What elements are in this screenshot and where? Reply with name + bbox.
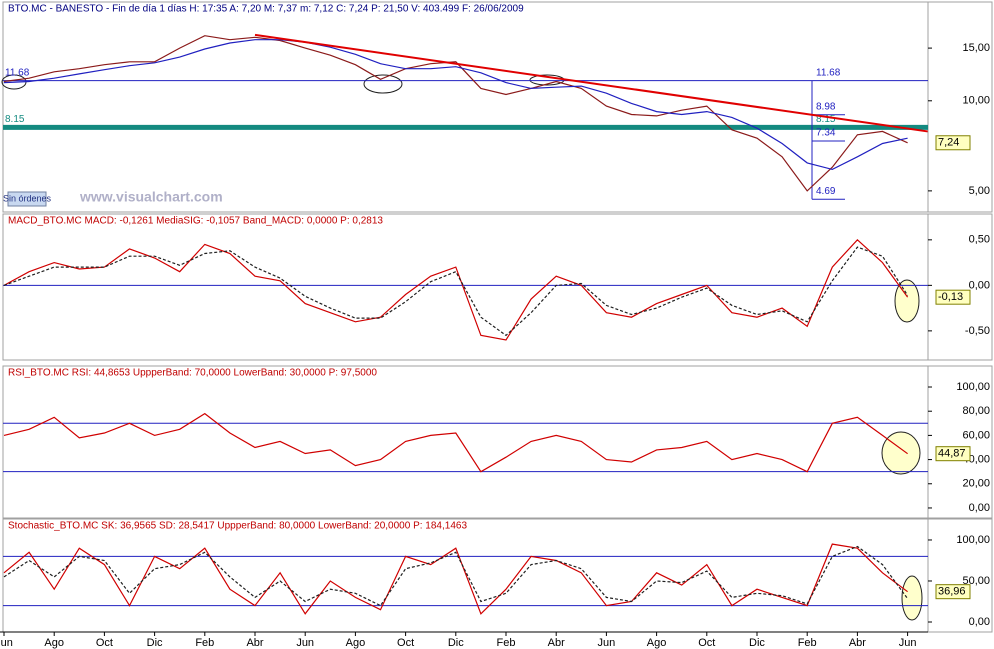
y-tick-label: 100,00	[956, 381, 990, 393]
axis-panel	[927, 213, 993, 361]
level-label-left: 11.68	[5, 67, 30, 78]
ellipse	[894, 279, 920, 323]
x-tick-label: Dic	[147, 637, 163, 649]
current-value-label: 36,96	[938, 586, 966, 598]
x-tick-label: Ago	[647, 637, 667, 649]
series-line	[3, 412, 908, 473]
x-tick-label: Ago	[346, 637, 366, 649]
y-tick-label: -0,50	[965, 325, 990, 337]
y-tick-label: 0,00	[969, 502, 990, 514]
x-tick-label: Jun	[899, 637, 917, 649]
current-value-label: 44,87	[938, 448, 966, 460]
current-value-label: 7,24	[938, 137, 959, 149]
level-label: 4.69	[816, 186, 836, 197]
y-tick-label: 0,00	[969, 279, 990, 291]
y-tick-label: 80,00	[962, 405, 990, 417]
series-line	[3, 35, 908, 192]
series-line	[3, 543, 908, 615]
y-tick-label: 0,00	[969, 616, 990, 628]
y-tick-label: 50,00	[962, 575, 990, 587]
current-value-box	[935, 446, 971, 462]
series-line	[3, 246, 909, 337]
current-value-box	[935, 135, 971, 151]
x-tick-label: Jun	[0, 637, 13, 649]
series-line	[3, 39, 908, 171]
panel-title: RSI_BTO.MC RSI: 44,8653 UppperBand: 70,0…	[8, 368, 377, 379]
current-value-box	[935, 584, 971, 600]
x-tick-label: Oct	[698, 637, 715, 649]
y-tick-label: 0,50	[969, 234, 990, 246]
x-tick-label: Abr	[548, 637, 565, 649]
series-line	[3, 238, 909, 341]
panel	[2, 213, 929, 361]
annotations	[1, 74, 923, 621]
x-tick-label: Ago	[44, 637, 64, 649]
x-tick-label: Feb	[497, 637, 516, 649]
series-line	[3, 545, 909, 607]
status-label[interactable]: Sin órdenes	[3, 193, 52, 203]
trend-line	[254, 33, 928, 133]
level-label: 8.15	[816, 114, 836, 125]
level-label: 8.98	[816, 101, 836, 112]
x-tick-label: Feb	[195, 637, 214, 649]
x-tick-label: Dic	[448, 637, 464, 649]
panel	[2, 365, 929, 519]
panel-title: MACD_BTO.MC MACD: -0,1261 MediaSIG: -0,1…	[8, 216, 383, 227]
ellipse	[901, 575, 923, 621]
level-label-left: 8.15	[5, 114, 25, 125]
x-tick-label: Oct	[96, 637, 113, 649]
y-tick-label: 20,00	[962, 478, 990, 490]
current-value-label: -0,13	[938, 291, 963, 303]
y-tick-label: 10,00	[962, 95, 990, 107]
x-tick-label: Feb	[798, 637, 817, 649]
watermark: www.visualchart.com	[79, 189, 223, 205]
axis-panel	[927, 365, 993, 519]
x-tick-label: Jun	[598, 637, 616, 649]
axis-panel	[927, 1, 993, 213]
y-tick-label: 60,00	[962, 429, 990, 441]
x-tick-label: Abr	[246, 637, 263, 649]
panel	[2, 1, 929, 213]
x-tick-label: Jun	[296, 637, 314, 649]
y-tick-label: 5,00	[969, 185, 990, 197]
ellipse	[881, 431, 921, 475]
panel	[2, 518, 929, 633]
level-label: 7.34	[816, 128, 836, 139]
ellipse	[363, 74, 403, 94]
level-label: 11.68	[816, 67, 841, 78]
status-button[interactable]	[7, 191, 47, 207]
frames	[2, 1, 993, 633]
axis-panel	[927, 518, 993, 633]
current-value-box	[935, 289, 971, 305]
x-tick-label: Dic	[749, 637, 765, 649]
y-tick-label: 100,00	[956, 534, 990, 546]
x-tick-label: Oct	[397, 637, 414, 649]
panel-title: BTO.MC - BANESTO - Fin de día 1 días H: …	[8, 4, 524, 15]
y-tick-label: 15,00	[962, 42, 990, 54]
x-tick-label: Abr	[849, 637, 866, 649]
panel-title: Stochastic_BTO.MC SK: 36,9565 SD: 28,541…	[8, 521, 467, 532]
